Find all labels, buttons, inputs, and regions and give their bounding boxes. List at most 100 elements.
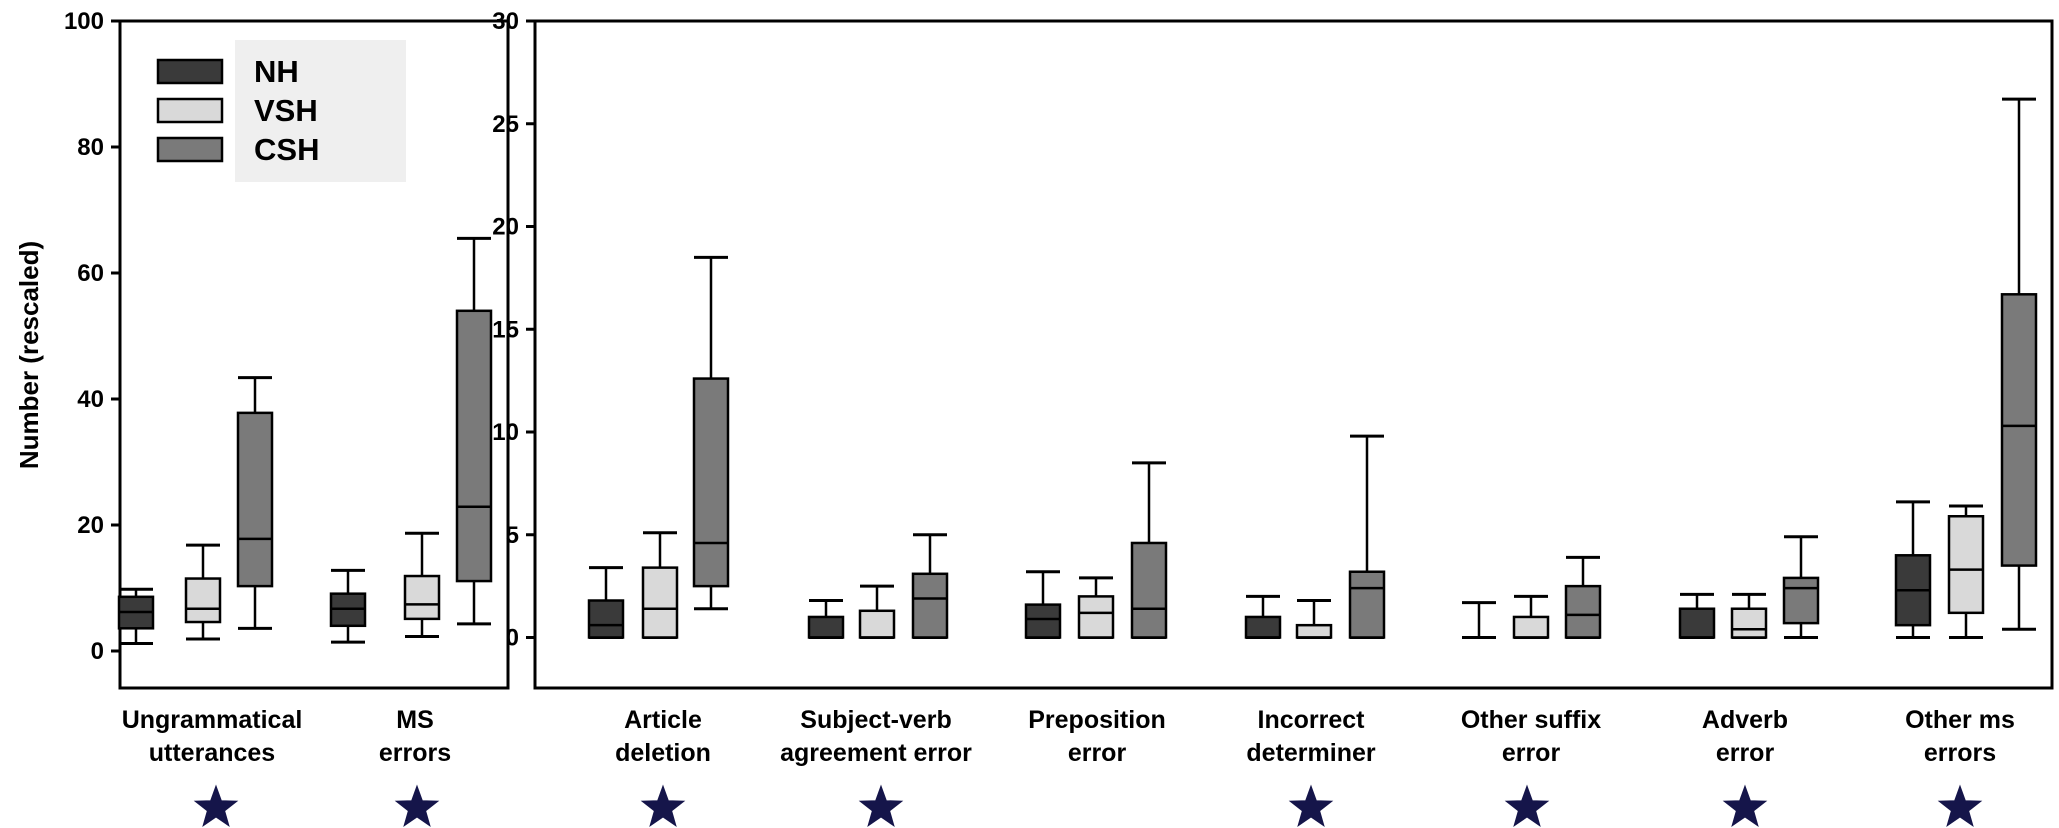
iqr-box xyxy=(807,615,845,639)
box-vsh xyxy=(1512,594,1550,639)
y-tick-label: 5 xyxy=(506,522,519,549)
y-tick-label: 20 xyxy=(492,214,519,241)
right-panel: 0 5 10 15 20 25 30 Article deletion Subject-verb… xyxy=(492,8,2054,767)
right-boxes xyxy=(587,97,2038,639)
legend: NH VSH CSH xyxy=(156,40,406,182)
iqr-box xyxy=(1024,603,1062,639)
iqr-box xyxy=(455,309,493,583)
box-csh xyxy=(2000,97,2038,631)
box-nh xyxy=(1244,594,1282,639)
y-tick-label: 60 xyxy=(77,260,104,287)
legend-swatch-nh xyxy=(156,58,224,85)
box-csh xyxy=(1564,555,1602,639)
significance-star-icon xyxy=(1504,784,1550,827)
y-tick-label: 80 xyxy=(77,134,104,161)
iqr-box xyxy=(236,411,274,588)
category-label-line: Incorrect xyxy=(1258,706,1366,734)
category-label-line: Ungrammatical xyxy=(122,706,303,734)
box-nh xyxy=(807,599,845,639)
significance-star-icon xyxy=(1288,784,1334,827)
category-label-line: Adverb xyxy=(1702,706,1788,734)
y-tick-label: 25 xyxy=(492,111,519,138)
legend-swatch-csh xyxy=(156,136,224,163)
y-tick-label: 100 xyxy=(64,8,104,35)
category-label-line: Preposition xyxy=(1028,706,1166,734)
box-nh xyxy=(587,566,625,639)
iqr-box xyxy=(1947,515,1985,615)
box-vsh xyxy=(403,531,441,639)
box-vsh xyxy=(1295,599,1333,639)
iqr-box xyxy=(1564,584,1602,639)
category-label-line: deletion xyxy=(615,739,711,767)
legend-swatch-vsh xyxy=(156,97,224,124)
box-csh xyxy=(236,376,274,630)
iqr-box xyxy=(858,609,896,639)
left-y-ticks: 0 20 40 60 80 100 xyxy=(64,8,120,665)
category-label-line: errors xyxy=(1924,739,1996,767)
box-nh xyxy=(1894,500,1932,639)
significance-star-icon xyxy=(394,784,440,827)
iqr-box xyxy=(1130,541,1168,639)
significance-star-icon xyxy=(640,784,686,827)
left-category-labels: Ungrammatical utterances MS errors xyxy=(122,706,451,767)
legend-label-nh: NH xyxy=(254,54,299,89)
y-tick-label: 0 xyxy=(506,625,519,652)
iqr-box xyxy=(1295,623,1333,639)
iqr-box xyxy=(911,572,949,639)
category-label-line: agreement error xyxy=(780,739,972,767)
y-tick-label: 30 xyxy=(492,8,519,35)
legend-label-vsh: VSH xyxy=(254,93,318,128)
category-label-line: errors xyxy=(379,739,451,767)
iqr-box xyxy=(1730,607,1768,639)
iqr-box xyxy=(692,377,730,588)
category-label-line: utterances xyxy=(149,739,275,767)
box-csh xyxy=(1130,461,1168,639)
category-label-line: MS xyxy=(396,706,434,734)
box-vsh xyxy=(184,543,222,641)
iqr-box xyxy=(1512,615,1550,639)
box-vsh xyxy=(641,531,679,639)
category-label-line: Subject-verb xyxy=(800,706,951,734)
right-category-labels: Article deletion Subject-verb agreement err… xyxy=(615,706,2015,767)
iqr-box xyxy=(1348,570,1386,639)
iqr-box xyxy=(403,574,441,621)
right-panel-frame xyxy=(533,19,2054,690)
category-label-line: error xyxy=(1716,739,1775,767)
box-nh xyxy=(1462,601,1496,639)
iqr-box xyxy=(1077,595,1115,639)
iqr-box xyxy=(2000,293,2038,567)
box-vsh xyxy=(1947,504,1985,639)
significance-star-icon xyxy=(1937,784,1983,827)
left-panel: Number (rescaled) 0 20 40 60 80 100 Ungrammat… xyxy=(14,8,510,767)
box-nh xyxy=(1024,570,1062,639)
box-csh xyxy=(692,255,730,611)
y-tick-label: 0 xyxy=(91,638,104,665)
iqr-box xyxy=(641,566,679,639)
box-vsh xyxy=(1077,576,1115,639)
box-nh xyxy=(1678,592,1716,639)
box-vsh xyxy=(1730,592,1768,639)
left-boxes xyxy=(117,236,493,645)
y-tick-label: 40 xyxy=(77,386,104,413)
legend-label-csh: CSH xyxy=(254,132,319,167)
significance-stars xyxy=(193,784,1983,827)
y-tick-label: 10 xyxy=(492,419,519,446)
box-vsh xyxy=(858,584,896,639)
iqr-box xyxy=(1782,576,1820,625)
category-label-line: error xyxy=(1502,739,1561,767)
iqr-box xyxy=(1678,607,1716,639)
right-y-ticks: 0 5 10 15 20 25 30 xyxy=(492,8,535,652)
category-label-line: Article xyxy=(624,706,702,734)
box-nh xyxy=(117,587,155,645)
category-label-line: Other ms xyxy=(1905,706,2015,734)
left-y-axis-label: Number (rescaled) xyxy=(14,241,44,469)
legend-background xyxy=(235,40,406,182)
box-nh xyxy=(329,568,367,644)
category-label-line: Other suffix xyxy=(1461,706,1601,734)
significance-star-icon xyxy=(193,784,239,827)
box-csh xyxy=(1348,434,1386,639)
iqr-box xyxy=(587,599,625,639)
significance-star-icon xyxy=(1722,784,1768,827)
iqr-box xyxy=(184,577,222,624)
